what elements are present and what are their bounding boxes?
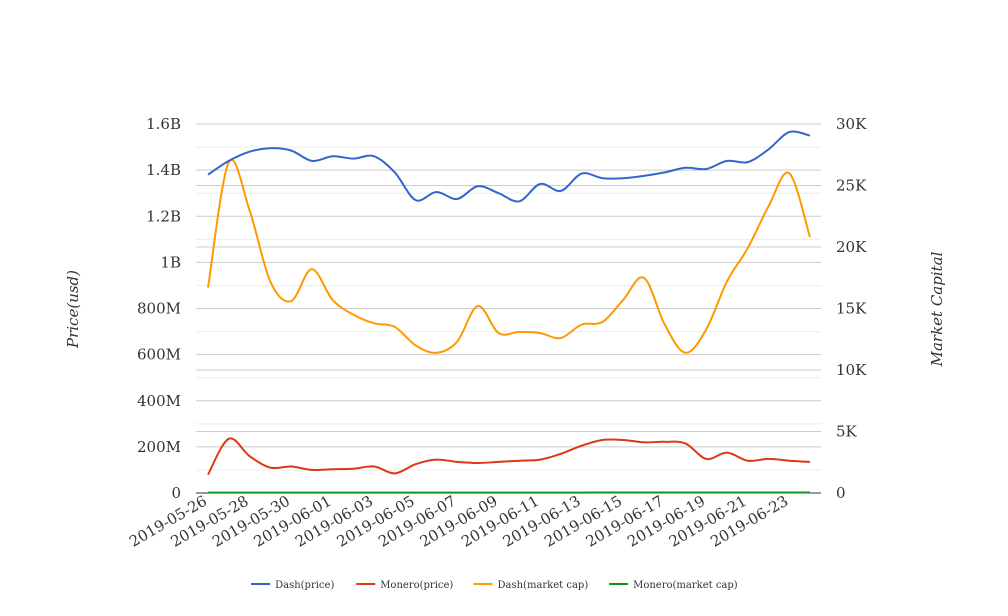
legend-label-dash-price: Dash(price) [275,580,334,591]
x-tick-labels: 2019-05-262019-05-282019-05-302019-06-01… [126,492,791,551]
series-line-dash-market-cap [207,158,811,354]
series-line-dash-price [207,130,811,203]
series-lines [207,130,811,494]
y-left-tick-label: 200M [137,438,181,456]
y-left-axis-title: Price(usd) [64,270,82,349]
y-left-tick-label: 1.6B [146,115,181,133]
y-right-tick-label: 20K [836,238,867,256]
gridlines [196,123,821,471]
y-right-tick-label: 10K [836,361,867,379]
y-right-tick-label: 25K [836,177,867,195]
y-left-tick-label: 400M [137,392,181,410]
y-left-tick-label: 800M [137,300,181,318]
legend-label-dash-market-cap: Dash(market cap) [498,580,589,591]
y-left-tick-label: 1B [160,253,181,271]
y-right-axis-title: Market Capital [928,251,946,367]
legend-label-monero-price: Monero(price) [380,580,453,591]
y-right-tick-label: 15K [836,300,867,318]
y-left-tick-label: 1.4B [146,161,181,179]
y-left-tick-label: 0 [171,484,181,502]
y-left-tick-label: 600M [137,346,181,364]
y-left-tick-labels: 0 200M 400M 600M 800M 1B 1.2B 1.4B 1.6B [137,115,181,502]
legend: Dash(price) Monero(price) Dash(market cap)… [251,580,738,591]
y-right-tick-label: 0 [836,484,846,502]
y-right-tick-label: 5K [836,423,858,441]
y-right-tick-labels: 0 5K 10K 15K 20K 25K 30K [836,115,867,502]
y-right-tick-label: 30K [836,115,867,133]
series-line-monero-price [207,437,811,476]
legend-label-monero-market-cap: Monero(market cap) [633,580,738,591]
y-left-tick-label: 1.2B [146,207,181,225]
